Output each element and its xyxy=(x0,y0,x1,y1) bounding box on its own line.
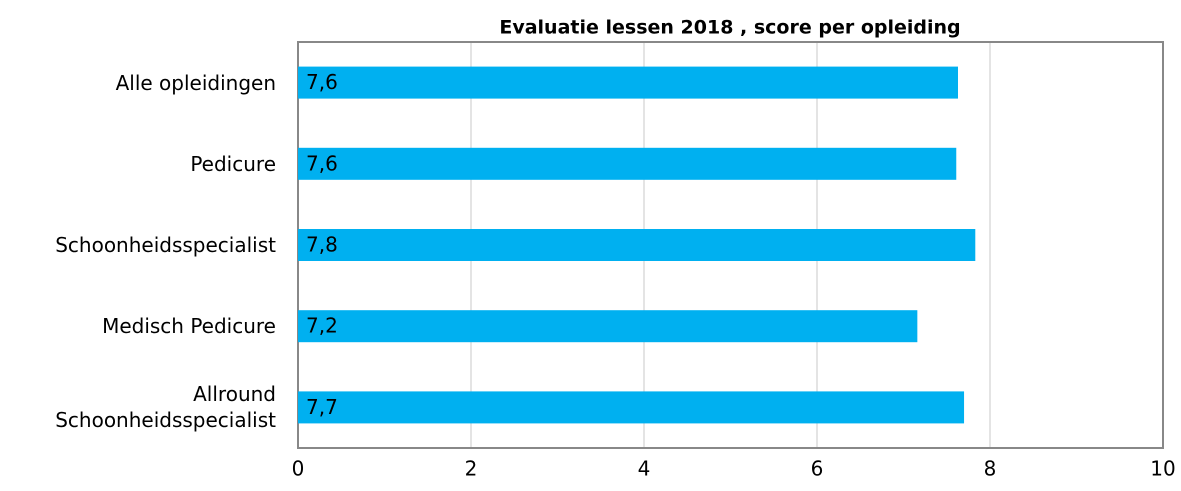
x-tick-label: 0 xyxy=(292,457,305,481)
y-tick-label: Alle opleidingen xyxy=(115,70,276,95)
value-label: 7,2 xyxy=(306,314,338,338)
bar xyxy=(298,66,958,99)
x-tick-label: 2 xyxy=(465,457,478,481)
value-label: 7,6 xyxy=(306,70,338,94)
y-tick-label: Schoonheidsspecialist xyxy=(55,233,276,257)
y-tick-label: Allround Schoonheidsspecialist xyxy=(55,382,276,433)
x-tick-label: 8 xyxy=(984,457,997,481)
x-tick-label: 6 xyxy=(811,457,824,481)
value-label: 7,7 xyxy=(306,395,338,419)
bar xyxy=(298,310,918,343)
value-label: 7,8 xyxy=(306,233,338,257)
y-tick-label: Pedicure xyxy=(190,151,276,176)
chart-title: Evaluatie lessen 2018 , score per opleid… xyxy=(499,17,960,39)
y-tick-label: Medisch Pedicure xyxy=(102,314,276,339)
bar xyxy=(298,147,957,180)
bar xyxy=(298,391,965,424)
x-tick-label: 10 xyxy=(1150,457,1175,481)
value-label: 7,6 xyxy=(306,151,338,175)
x-tick-label: 4 xyxy=(638,457,651,481)
bar xyxy=(298,229,976,261)
